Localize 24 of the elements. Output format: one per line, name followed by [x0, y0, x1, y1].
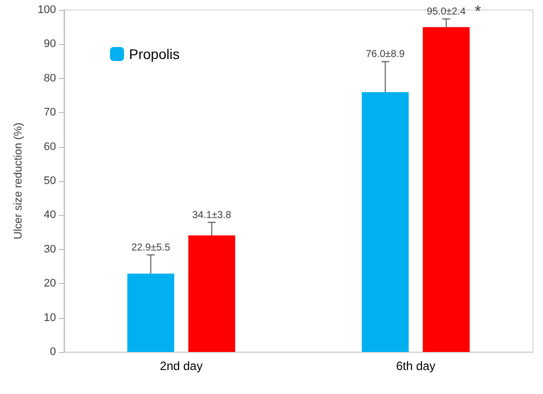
bar: [362, 92, 409, 352]
data-label: 76.0±8.9: [366, 49, 406, 60]
y-tick-label: 100: [38, 4, 56, 16]
annotation: *: [474, 4, 482, 20]
y-tick-label: 50: [44, 175, 56, 187]
data-label: 95.0±2.4: [426, 6, 466, 18]
data-label: 22.9±5.5: [131, 242, 171, 254]
y-tick-label: 90: [44, 38, 56, 50]
x-tick-label: 6th day: [396, 359, 436, 373]
y-tick-label: 40: [44, 209, 56, 222]
y-tick-label: 70: [44, 106, 56, 119]
y-tick-label: 60: [44, 140, 56, 153]
y-axis-title: Ulcer size reduction (%): [12, 122, 24, 240]
bar: [188, 235, 236, 352]
y-tick-label: 80: [44, 72, 56, 84]
y-tick-label: 30: [44, 243, 56, 256]
y-tick-label: 10: [44, 312, 56, 324]
bar: [127, 274, 174, 352]
x-tick-label: 2nd day: [160, 359, 203, 373]
y-tick-label: 20: [44, 278, 56, 290]
data-label: 34.1±3.8: [192, 210, 232, 221]
bar: [422, 27, 470, 352]
legend-label: Propolis: [129, 46, 180, 62]
y-tick-label: 0: [50, 346, 56, 358]
